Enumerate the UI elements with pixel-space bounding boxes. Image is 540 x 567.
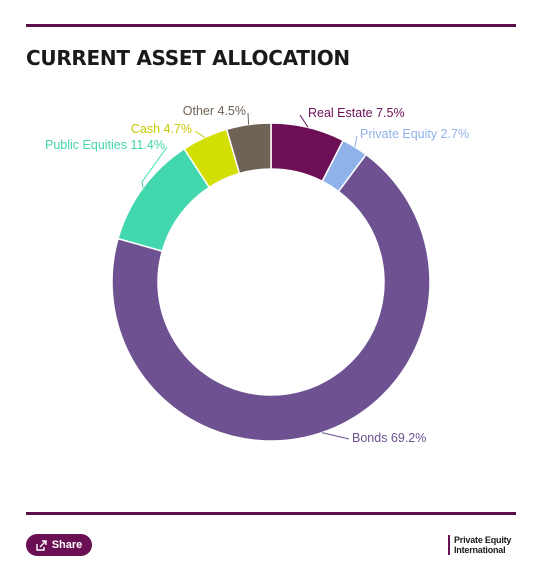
- data-label: Public Equities 11.4%: [45, 138, 165, 152]
- brand-line-1: Private Equity: [454, 535, 512, 545]
- share-button[interactable]: Share: [26, 534, 92, 556]
- brand-logo: Private Equity International: [448, 535, 511, 555]
- share-icon: [36, 539, 47, 551]
- brand-line-2: International: [454, 545, 506, 555]
- connector-line: [141, 146, 168, 188]
- slice-bonds[interactable]: [111, 153, 431, 442]
- connector-line: [299, 114, 309, 128]
- bottom-rule: [26, 512, 516, 515]
- connector-line: [194, 130, 205, 138]
- data-label: Other 4.5%: [183, 104, 246, 118]
- donut-chart: Real Estate 7.5% Private Equity 2.7% Bonds…: [45, 104, 469, 445]
- top-rule: [26, 24, 516, 27]
- data-label: Private Equity 2.7%: [360, 127, 469, 141]
- data-label: Bonds 69.2%: [352, 431, 426, 445]
- data-label: Real Estate 7.5%: [308, 106, 405, 120]
- chart-title: CURRENT ASSET ALLOCATION: [26, 46, 350, 70]
- data-label: Cash 4.7%: [131, 122, 192, 136]
- share-label: Share: [51, 539, 83, 551]
- connector-line: [354, 135, 358, 148]
- slice-other[interactable]: [225, 122, 272, 175]
- connector-line: [247, 112, 250, 125]
- connector-line: [321, 432, 350, 440]
